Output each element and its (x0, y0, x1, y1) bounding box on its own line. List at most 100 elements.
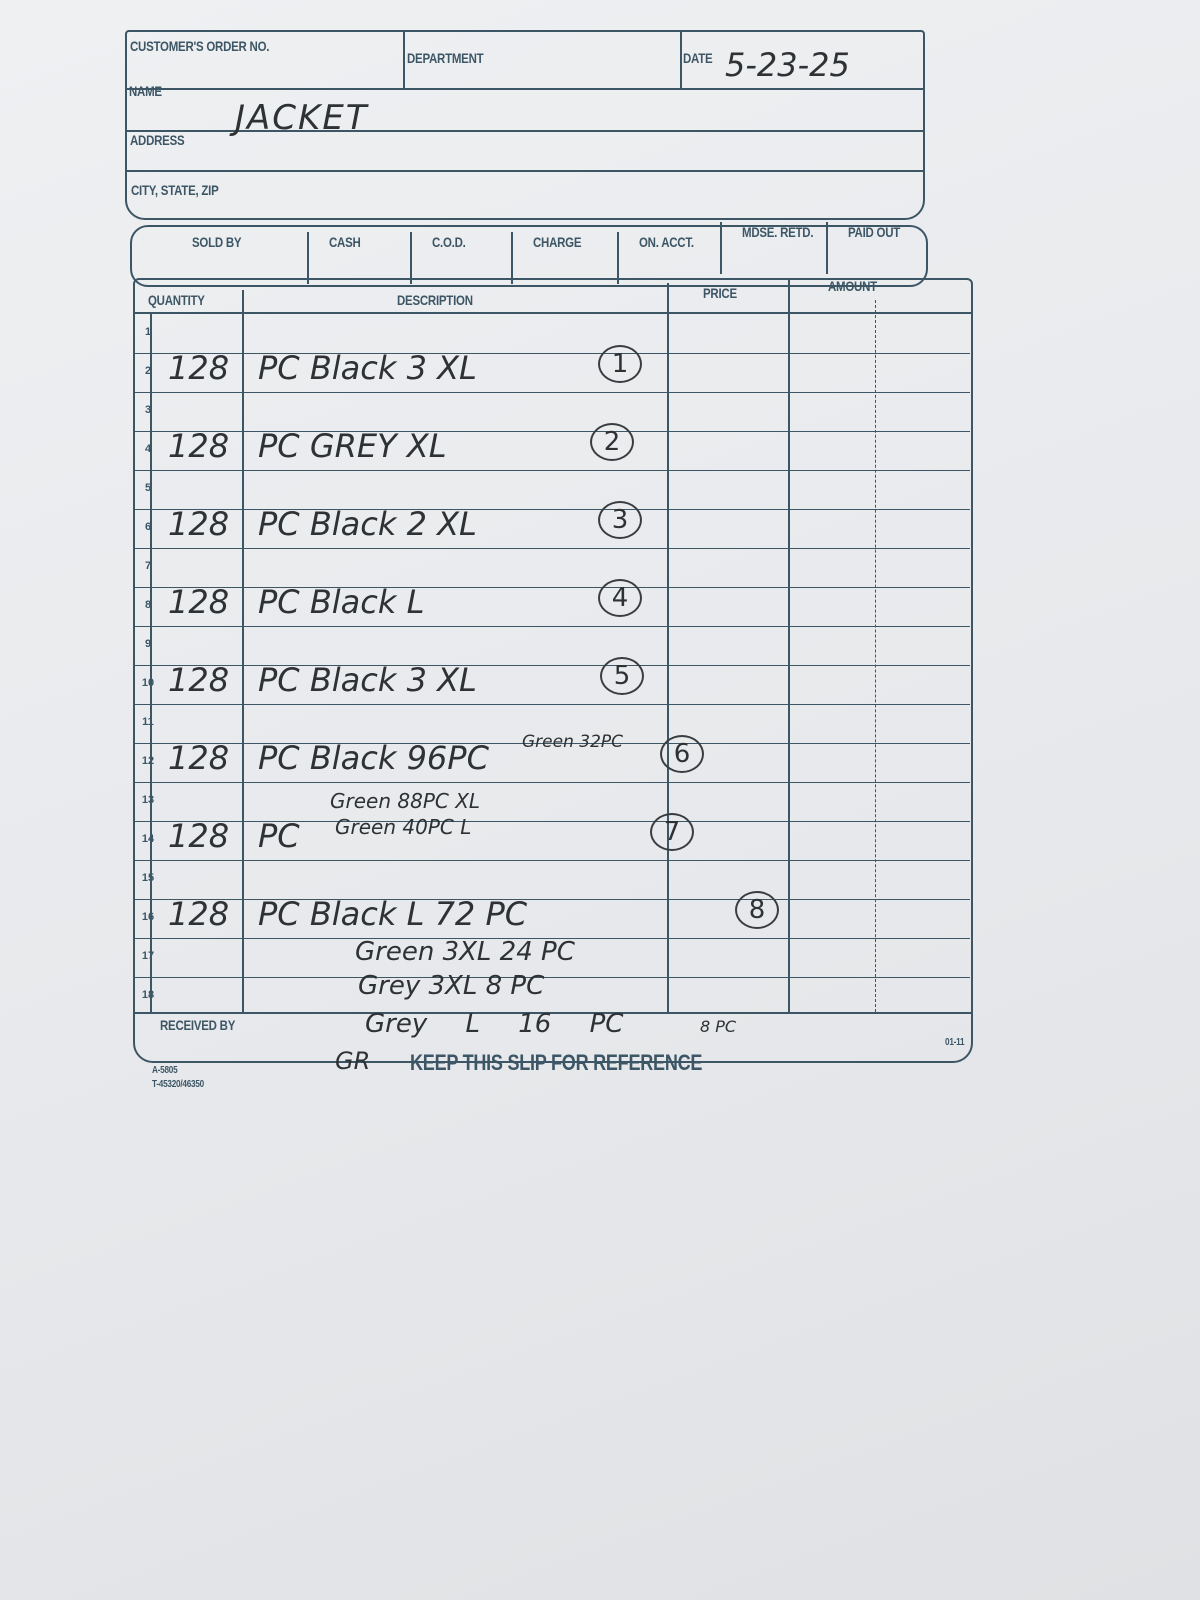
row-divider (135, 353, 970, 354)
name-label: NAME (129, 83, 162, 99)
divider (617, 232, 619, 284)
row-number: 15 (141, 872, 155, 884)
divider (788, 280, 790, 1012)
payment-header-1: CASH (329, 234, 361, 250)
description-value: PC Black 3 XL (258, 349, 477, 387)
description-value: PC Black 3 XL (258, 661, 477, 699)
divider (307, 232, 309, 284)
description-value: PC Black 2 XL (258, 505, 477, 543)
circled-item-number: 4 (598, 579, 642, 617)
circled-item-number: 5 (600, 657, 644, 695)
divider (133, 1012, 973, 1014)
quantity-value: 128 (168, 895, 230, 933)
department-label: DEPARTMENT (407, 50, 484, 66)
payment-header-0: SOLD BY (192, 234, 242, 250)
row-number: 2 (144, 365, 152, 377)
divider (826, 222, 828, 274)
row-divider (135, 470, 970, 471)
row-number: 13 (141, 794, 155, 806)
divider (125, 170, 925, 172)
quantity-value: 128 (168, 661, 230, 699)
description-value: Green 40PC L (335, 815, 472, 839)
customer-info-box (125, 30, 925, 220)
extra-line: Grey 3XL 8 PC (358, 971, 545, 1001)
row-divider (135, 899, 970, 900)
row-number: 17 (141, 950, 155, 962)
row-divider (135, 821, 970, 822)
payment-header-2: C.O.D. (432, 234, 466, 250)
quantity-value: 128 (168, 349, 230, 387)
footer-text: KEEP THIS SLIP FOR REFERENCE (410, 1050, 703, 1075)
description-value: PC Black L 72 PC (258, 895, 528, 933)
row-divider (135, 587, 970, 588)
revision-code: 01-11 (945, 1037, 965, 1048)
divider (680, 30, 682, 88)
extra-line: Green 3XL 24 PC (355, 937, 575, 967)
circled-item-number: 2 (590, 423, 634, 461)
quantity-value: 128 (168, 739, 230, 777)
row-number: 11 (142, 716, 154, 728)
divider (403, 30, 405, 88)
divider (125, 88, 925, 90)
row-number: 12 (141, 755, 155, 767)
row-number: 4 (144, 443, 152, 455)
row-divider (135, 860, 970, 861)
row-divider (135, 704, 970, 705)
received-by-label: RECEIVED BY (160, 1017, 236, 1033)
row-divider (135, 548, 970, 549)
form-code-2: T-45320/46350 (152, 1079, 204, 1090)
description-value: Green 32PC (522, 732, 624, 752)
extra-line: 8 PC (700, 1017, 737, 1036)
quantity-header: QUANTITY (148, 292, 205, 308)
row-divider (135, 782, 970, 783)
name-value: JACKET (235, 98, 369, 138)
date-label: DATE (683, 50, 713, 66)
row-number: 16 (141, 911, 155, 923)
row-divider (135, 626, 970, 627)
divider (133, 312, 973, 314)
row-divider (135, 977, 970, 978)
row-number: 14 (141, 833, 155, 845)
divider (667, 283, 669, 1012)
description-header: DESCRIPTION (397, 292, 473, 308)
payment-type-row (130, 225, 928, 287)
price-header: PRICE (703, 285, 737, 301)
payment-header-4: ON. ACCT. (639, 234, 694, 250)
quantity-value: 128 (168, 817, 230, 855)
divider (242, 290, 244, 1012)
row-divider (135, 665, 970, 666)
amount-header: AMOUNT (828, 278, 877, 294)
row-number: 7 (144, 560, 152, 572)
extra-line: Grey L 16 PC (365, 1009, 624, 1039)
row-number: 6 (144, 521, 152, 533)
quantity-value: 128 (168, 505, 230, 543)
row-number: 8 (144, 599, 152, 611)
row-number: 9 (144, 638, 152, 650)
description-value: PC GREY XL (258, 427, 447, 465)
circled-item-number: 1 (598, 345, 642, 383)
form-code: A-5805 (152, 1065, 178, 1076)
description-value: PC Black 96PC (258, 739, 489, 777)
divider (125, 130, 925, 132)
row-number: 1 (144, 326, 152, 338)
row-divider (135, 509, 970, 510)
description-value: Green 88PC XL (330, 789, 481, 813)
items-table (133, 278, 973, 1063)
description-value: PC (258, 817, 300, 855)
divider (720, 222, 722, 274)
payment-header-6: PAID OUT (848, 224, 901, 240)
divider (150, 312, 152, 1012)
circled-item-number: 6 (660, 735, 704, 773)
row-number: 3 (144, 404, 152, 416)
row-divider (135, 938, 970, 939)
circled-item-number: 3 (598, 501, 642, 539)
row-divider (135, 743, 970, 744)
row-divider (135, 392, 970, 393)
row-number: 10 (141, 677, 155, 689)
description-value: PC Black L (258, 583, 425, 621)
circled-item-number: 7 (650, 813, 694, 851)
quantity-value: 128 (168, 583, 230, 621)
divider (410, 232, 412, 284)
row-number: 18 (141, 989, 155, 1001)
divider (511, 232, 513, 284)
